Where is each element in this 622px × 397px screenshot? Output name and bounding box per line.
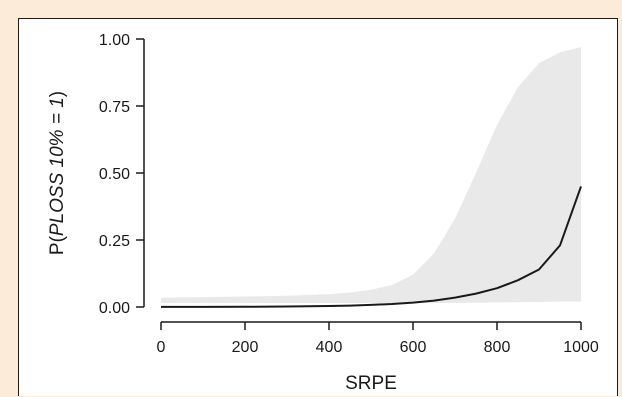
y-tick-label: 0.50 [99,166,130,183]
y-tick-label: 1.00 [99,32,130,49]
y-axis-title-suffix: ) [47,91,68,97]
confidence-band [161,47,581,303]
y-tick-label: 0.75 [99,99,130,116]
probability-chart: 0.00 0.25 0.50 0.75 1.00 0 200 400 600 800 1000 S… [47,32,599,394]
y-axis-title-prefix: P( [47,235,68,255]
x-axis-title: SRPE [345,373,397,394]
y-tick-label: 0.00 [99,300,130,317]
x-tick-label: 400 [316,339,343,356]
y-tick-label: 0.25 [99,233,130,250]
probability-curve-layer [161,186,582,308]
y-axis-title-italic: PLOSS 10% = 1 [47,97,68,236]
chart-panel: 0.00 0.25 0.50 0.75 1.00 0 200 400 600 800 1000 S… [18,18,618,396]
x-tick-label: 200 [232,339,259,356]
x-tick-label: 1000 [563,339,599,356]
y-ticks: 0.00 0.25 0.50 0.75 1.00 [99,32,144,317]
series-line-0 [161,186,582,308]
x-tick-label: 600 [400,339,427,356]
x-tick-label: 800 [484,339,511,356]
x-tick-label: 0 [157,339,166,356]
y-axis-title: P(PLOSS 10% = 1) [47,91,68,255]
confidence-band-layer [161,47,581,303]
x-ticks: 0 200 400 600 800 1000 [157,322,599,356]
